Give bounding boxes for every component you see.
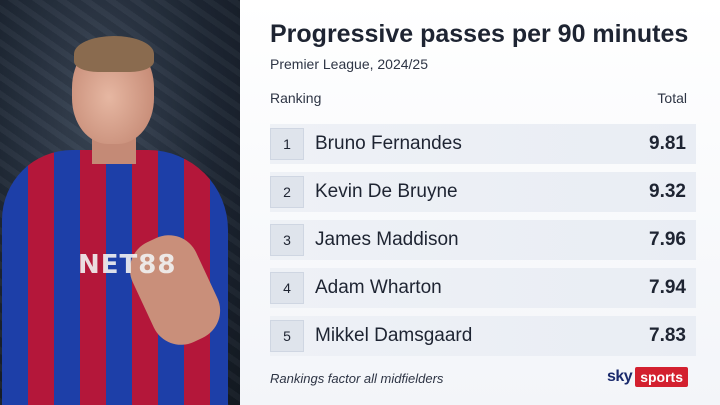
ranking-row: 2 Kevin De Bruyne 9.32	[270, 172, 696, 212]
footnote: Rankings factor all midfielders	[270, 371, 444, 386]
ranking-row: 5 Mikkel Damsgaard 7.83	[270, 316, 696, 356]
player-total: 7.94	[649, 277, 686, 298]
ranking-row: 4 Adam Wharton 7.94	[270, 268, 696, 308]
player-name: James Maddison	[315, 229, 459, 250]
player-total: 9.32	[649, 181, 686, 202]
stats-panel: Progressive passes per 90 minutes Premie…	[240, 0, 720, 405]
logo-sky-text: sky	[607, 368, 633, 385]
ranking-row: 3 James Maddison 7.96	[270, 220, 696, 260]
player-name: Adam Wharton	[315, 277, 442, 298]
sky-sports-logo: sky sports	[607, 366, 688, 388]
graphic-subtitle: Premier League, 2024/25	[270, 56, 428, 72]
rank-number: 5	[270, 320, 304, 352]
player-name: Bruno Fernandes	[315, 133, 462, 154]
player-photo: NET88	[0, 0, 250, 405]
player-hair	[74, 36, 154, 72]
column-header-ranking: Ranking	[270, 90, 322, 106]
player-name: Mikkel Damsgaard	[315, 325, 473, 346]
ranking-row: 1 Bruno Fernandes 9.81	[270, 124, 696, 164]
rank-number: 3	[270, 224, 304, 256]
logo-sports-badge: sports	[635, 367, 688, 387]
graphic-title: Progressive passes per 90 minutes	[270, 20, 689, 48]
shirt-sponsor-text: NET88	[78, 250, 177, 280]
player-total: 9.81	[649, 133, 686, 154]
column-header-total: Total	[657, 90, 687, 106]
player-total: 7.96	[649, 229, 686, 250]
ranking-list: 1 Bruno Fernandes 9.81 2 Kevin De Bruyne…	[270, 124, 696, 364]
player-total: 7.83	[649, 325, 686, 346]
rank-number: 1	[270, 128, 304, 160]
rank-number: 2	[270, 176, 304, 208]
player-name: Kevin De Bruyne	[315, 181, 458, 202]
rank-number: 4	[270, 272, 304, 304]
